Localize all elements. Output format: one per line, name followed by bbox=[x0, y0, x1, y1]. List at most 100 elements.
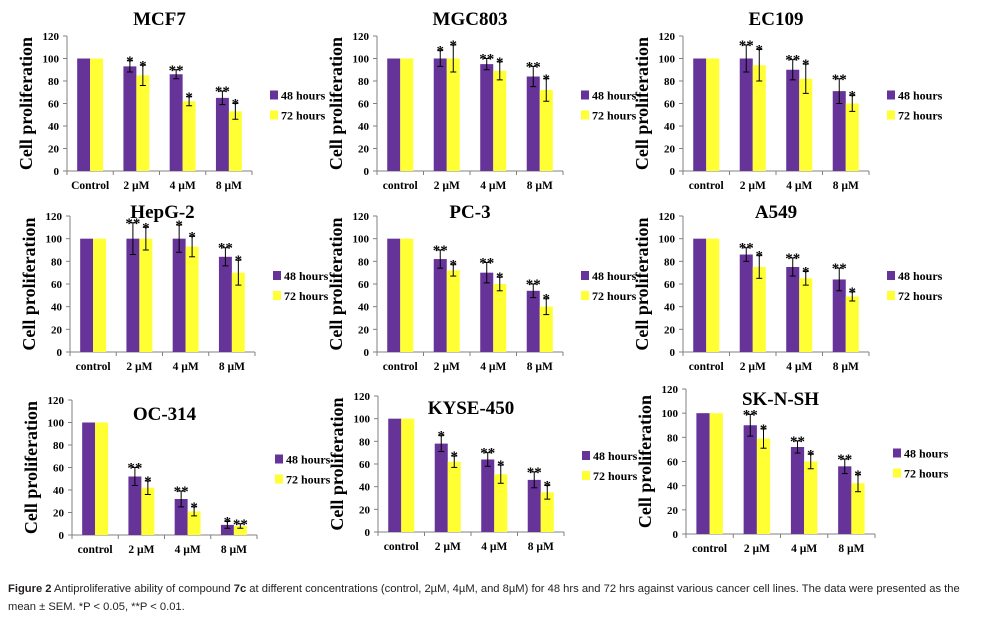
bar-72h bbox=[539, 306, 553, 352]
chart-pc-3: PC-3 Cell proliferation 0 20 40 60 80 100 120 con… bbox=[326, 202, 637, 373]
bar-72h bbox=[231, 272, 245, 352]
legend-swatch-48h bbox=[270, 90, 278, 100]
y-tick-label: 120 bbox=[353, 211, 370, 223]
bar-48h bbox=[82, 422, 96, 535]
x-tick-label: 8 µM bbox=[221, 544, 247, 556]
significance-mark: ** bbox=[215, 84, 230, 100]
y-axis-label: Cell proliferation bbox=[326, 217, 346, 350]
significance-mark: * bbox=[849, 89, 857, 105]
significance-mark: ** bbox=[433, 243, 448, 259]
y-tick-label: 0 bbox=[364, 166, 370, 178]
legend-swatch-48h bbox=[581, 271, 589, 280]
significance-mark: ** bbox=[837, 452, 852, 468]
chart-title: HepG-2 bbox=[130, 202, 194, 223]
y-tick-label: 120 bbox=[662, 384, 679, 396]
x-tick-label: 8 µM bbox=[219, 361, 245, 373]
significance-mark: ** bbox=[233, 517, 248, 533]
legend-swatch-48h bbox=[887, 271, 895, 280]
x-tick-label: Control bbox=[71, 180, 109, 192]
bar-48h bbox=[434, 443, 448, 532]
y-tick-label: 120 bbox=[48, 395, 65, 407]
bar-48h bbox=[215, 97, 229, 171]
legend-label-48h: 48 hours bbox=[284, 269, 329, 283]
bar-48h bbox=[126, 238, 140, 352]
bar-48h bbox=[480, 64, 494, 171]
legend-label-48h: 48 hours bbox=[592, 89, 637, 103]
y-tick-label: 20 bbox=[48, 144, 60, 156]
y-tick-label: 120 bbox=[46, 211, 63, 223]
legend-label-48h: 48 hours bbox=[592, 269, 637, 283]
y-tick-label: 60 bbox=[48, 99, 60, 111]
x-tick-label: 2 µM bbox=[435, 541, 461, 553]
legend-label-72h: 72 hours bbox=[284, 289, 329, 303]
legend-swatch-48h bbox=[887, 90, 895, 100]
bar-48h bbox=[169, 74, 183, 171]
significance-mark: * bbox=[496, 270, 504, 286]
x-tick-label: control bbox=[76, 361, 111, 373]
significance-mark: * bbox=[756, 249, 764, 265]
y-tick-label: 120 bbox=[353, 31, 370, 43]
legend-label-72h: 72 hours bbox=[898, 109, 943, 123]
significance-mark: ** bbox=[479, 52, 494, 68]
x-tick-label: 4 µM bbox=[170, 180, 196, 192]
y-tick-label: 0 bbox=[670, 166, 676, 178]
legend-swatch-72h bbox=[582, 471, 590, 480]
legend-swatch-72h bbox=[893, 468, 901, 478]
x-tick-label: 4 µM bbox=[173, 361, 199, 373]
significance-mark: ** bbox=[127, 461, 142, 477]
bar-48h bbox=[786, 267, 800, 352]
legend-label-72h: 72 hours bbox=[281, 109, 326, 123]
bar-48h bbox=[743, 425, 757, 534]
y-tick-label: 20 bbox=[667, 505, 679, 517]
chart-hepg-2: HepG-2 Cell proliferation 0 20 40 60 80 100 120 c… bbox=[19, 202, 329, 373]
y-tick-label: 60 bbox=[664, 99, 676, 111]
bar-72h bbox=[446, 58, 460, 171]
bar-48h bbox=[696, 413, 710, 534]
bar-48h bbox=[527, 479, 541, 532]
significance-mark: ** bbox=[125, 216, 140, 232]
y-tick-label: 40 bbox=[358, 302, 370, 314]
x-tick-label: 4 µM bbox=[791, 543, 817, 555]
y-tick-label: 0 bbox=[57, 347, 63, 359]
legend-swatch-72h bbox=[887, 291, 895, 300]
y-tick-label: 20 bbox=[51, 324, 63, 336]
significance-mark: * bbox=[175, 218, 183, 234]
significance-mark: ** bbox=[832, 261, 847, 277]
y-tick-label: 60 bbox=[358, 99, 370, 111]
x-tick-label: 4 µM bbox=[786, 361, 812, 373]
legend-swatch-72h bbox=[887, 110, 895, 120]
bar-72h bbox=[93, 238, 107, 352]
y-tick-label: 40 bbox=[664, 302, 676, 314]
significance-mark: * bbox=[543, 72, 551, 88]
y-tick-label: 80 bbox=[667, 432, 679, 444]
x-tick-label: control bbox=[689, 361, 724, 373]
bar-48h bbox=[220, 524, 234, 535]
y-tick-label: 20 bbox=[664, 144, 676, 156]
bar-72h bbox=[228, 111, 242, 171]
significance-mark: * bbox=[802, 57, 810, 73]
significance-mark: ** bbox=[785, 53, 800, 69]
x-tick-label: 2 µM bbox=[128, 544, 154, 556]
y-tick-label: 80 bbox=[664, 256, 676, 268]
legend-label-48h: 48 hours bbox=[898, 269, 943, 283]
bar-72h bbox=[540, 492, 554, 532]
y-tick-label: 80 bbox=[51, 256, 63, 268]
y-tick-label: 100 bbox=[48, 418, 65, 430]
x-tick-label: 8 µM bbox=[528, 541, 554, 553]
bar-48h bbox=[838, 466, 852, 534]
x-tick-label: 2 µM bbox=[740, 361, 766, 373]
chart-sk-n-sh: SK-N-SH Cell proliferation 0 20 40 60 80 100 120… bbox=[635, 384, 949, 555]
legend-label-48h: 48 hours bbox=[904, 447, 949, 461]
legend-label-48h: 48 hours bbox=[281, 89, 326, 103]
significance-mark: * bbox=[190, 500, 198, 516]
bar-72h bbox=[141, 487, 155, 535]
bar-72h bbox=[709, 413, 723, 534]
bar-72h bbox=[187, 511, 201, 535]
significance-mark: * bbox=[756, 43, 764, 59]
y-tick-label: 0 bbox=[59, 530, 65, 542]
caption-compound: 7c bbox=[233, 583, 247, 595]
bar-48h bbox=[123, 66, 137, 171]
x-tick-label: 4 µM bbox=[175, 544, 201, 556]
legend-label-48h: 48 hours bbox=[898, 89, 943, 103]
bar-48h bbox=[832, 279, 846, 352]
